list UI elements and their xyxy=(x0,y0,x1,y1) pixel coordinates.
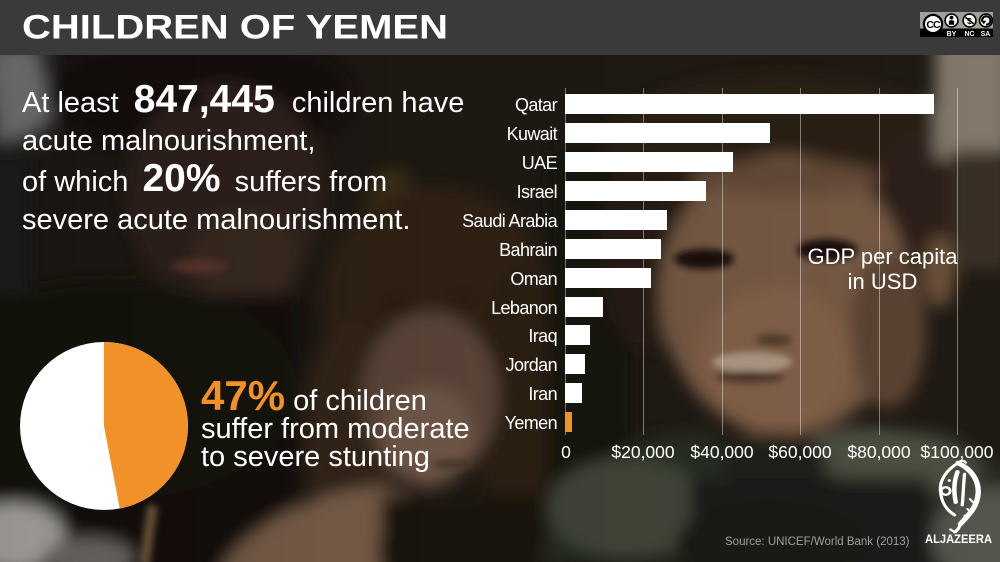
svg-text:CC: CC xyxy=(926,19,941,31)
svg-text:BY: BY xyxy=(947,31,957,38)
svg-text:SA: SA xyxy=(981,31,991,38)
svg-text:NC: NC xyxy=(964,31,974,38)
